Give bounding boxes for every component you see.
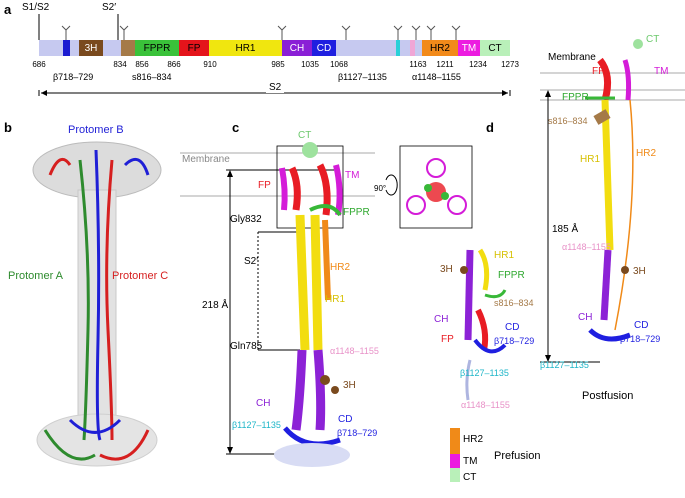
panel-a-letter: a: [4, 2, 12, 17]
d-ch-label: CH: [578, 312, 593, 323]
d-ct-label: CT: [646, 34, 660, 45]
c-gln785-label: Gln785: [230, 341, 263, 352]
d-cd-label: CD: [634, 320, 649, 331]
protomer-b-label: Protomer B: [68, 124, 124, 136]
alpha1148-annotation: α1148–1155: [412, 72, 461, 82]
c-membrane-label: Membrane: [182, 154, 230, 165]
s816-annotation: s816–834: [132, 72, 172, 82]
segment-ct: CT: [480, 40, 510, 56]
pre-hr1-label: HR1: [494, 250, 515, 261]
segment-tm: TM: [458, 40, 480, 56]
pre-3h-label: 3H: [440, 264, 453, 275]
d-postfusion-label: Postfusion: [582, 390, 634, 402]
beta-strip-1: [63, 40, 70, 56]
c-beta1127-label: β1127–1135: [232, 420, 281, 430]
segment-cd: CD: [312, 40, 336, 56]
c-ct-label: CT: [298, 130, 312, 141]
d-tm-label: TM: [654, 66, 669, 77]
d-membrane-label: Membrane: [548, 52, 596, 63]
d-beta1127-post-label: β1127–1135: [540, 360, 589, 370]
d-s816-label: s816–834: [548, 116, 588, 126]
beta718-annotation: β718–729: [53, 72, 94, 82]
tick-1035: 1035: [301, 60, 319, 69]
d-beta718-label: β718–729: [620, 334, 661, 344]
pre-hr2-label: HR2: [463, 434, 484, 445]
protomer-a-label: Protomer A: [8, 270, 64, 282]
d-3h-label: 3H: [633, 266, 646, 277]
segment-3h: 3H: [79, 40, 103, 56]
tick-866: 866: [167, 60, 181, 69]
pre-alpha1148-label: α1148–1155: [461, 400, 510, 410]
c-s2prime-label: S2′: [244, 256, 259, 267]
pre-tm-label: TM: [463, 456, 478, 467]
d-hr2-label: HR2: [636, 148, 657, 159]
segment-hr1: HR1: [209, 40, 282, 56]
s1s2-label: S1/S2: [22, 2, 50, 13]
s2prime-label: S2′: [102, 2, 117, 13]
d-alpha1148-post-label: α1148–1155: [562, 242, 611, 252]
c-hr2-label: HR2: [330, 262, 351, 273]
tick-686: 686: [32, 60, 46, 69]
segment-hr2: HR2: [422, 40, 458, 56]
beta1127-annotation: β1127–1135: [338, 72, 387, 82]
panel-b-letter: b: [4, 120, 12, 135]
c-rotation-label: 90°: [374, 184, 387, 193]
tick-834: 834: [113, 60, 127, 69]
tick-1211: 1211: [436, 60, 454, 69]
c-distance-label: 218 Å: [202, 300, 229, 311]
pre-fp-label: FP: [441, 334, 454, 345]
c-tm-label: TM: [345, 170, 360, 181]
tick-1273: 1273: [501, 60, 519, 69]
segment-ch: CH: [282, 40, 312, 56]
tick-1234: 1234: [469, 60, 487, 69]
pre-beta1127-label: β1127–1135: [460, 368, 509, 378]
pre-ct-label: CT: [463, 472, 477, 483]
segment-s816: [121, 40, 135, 56]
panel-d-letter: d: [486, 120, 494, 135]
beta-strip-2: [396, 40, 400, 56]
pre-fppr-label: FPPR: [498, 270, 525, 281]
tick-1068: 1068: [330, 60, 348, 69]
c-fp-label: FP: [258, 180, 271, 191]
d-fppr-label: FPPR: [562, 92, 589, 103]
c-alpha1148-label: α1148–1155: [330, 346, 379, 356]
c-cd-label: CD: [338, 414, 353, 425]
d-distance-label: 185 Å: [552, 224, 579, 235]
pre-cd-label: CD: [505, 322, 520, 333]
pre-beta718-label: β718–729: [494, 336, 535, 346]
c-hr1-label: HR1: [325, 294, 346, 305]
segment-fp: FP: [179, 40, 209, 56]
c-gly832-label: Gly832: [230, 214, 262, 225]
panel-c-letter: c: [232, 120, 240, 135]
pre-prefusion-label: Prefusion: [494, 450, 541, 462]
protomer-c-label: Protomer C: [112, 270, 169, 282]
d-hr1-label: HR1: [580, 154, 601, 165]
pre-ch-label: CH: [434, 314, 449, 325]
d-fp-label: FP: [592, 66, 605, 77]
c-beta718-label: β718–729: [337, 428, 378, 438]
alpha-strip: [410, 40, 415, 56]
s2-range-label: S2: [266, 82, 285, 93]
tick-1163: 1163: [409, 60, 427, 69]
tick-985: 985: [271, 60, 285, 69]
segment-fppr: FPPR: [135, 40, 179, 56]
tick-856: 856: [135, 60, 149, 69]
c-ch-label: CH: [256, 398, 271, 409]
c-fppr-label: FPPR: [343, 207, 370, 218]
c-3h-label: 3H: [343, 380, 356, 391]
pre-s816-label: s816–834: [494, 298, 534, 308]
tick-910: 910: [203, 60, 217, 69]
